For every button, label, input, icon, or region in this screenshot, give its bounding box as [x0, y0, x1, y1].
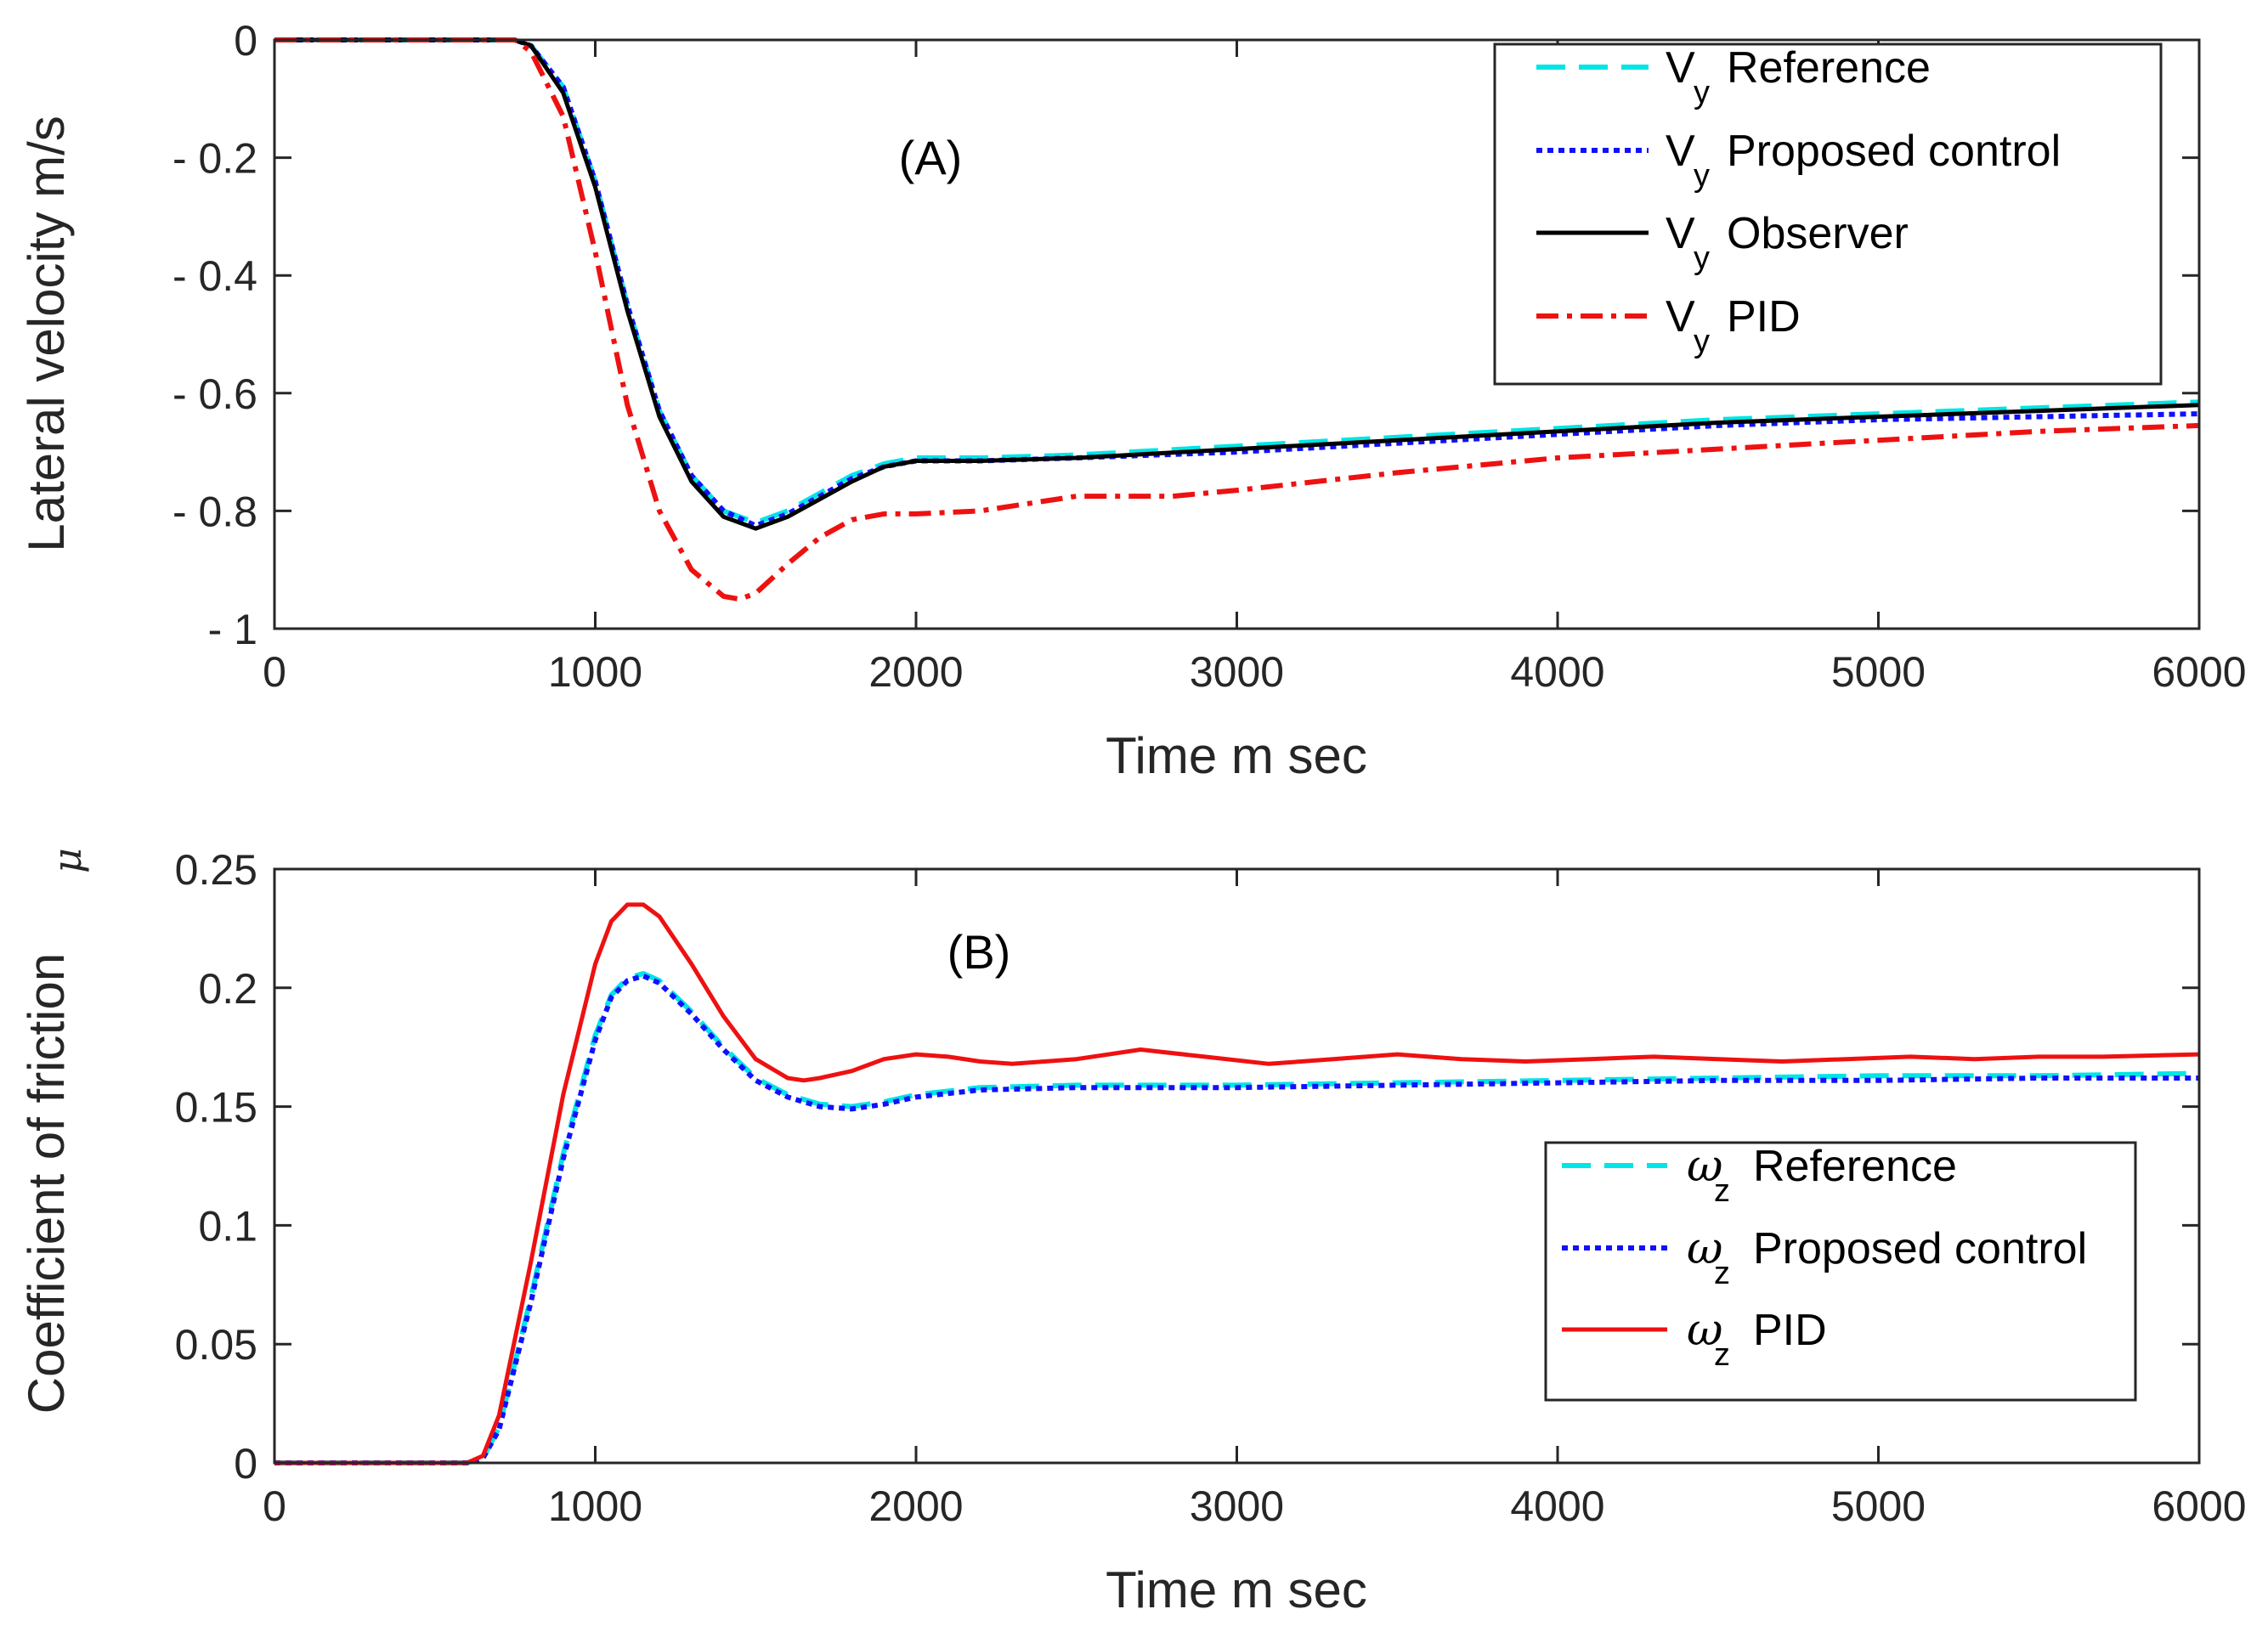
x-tick-label: 2000 — [868, 1482, 963, 1530]
y-tick-label: 0.05 — [175, 1321, 257, 1369]
y-tick-label: 0 — [234, 17, 257, 65]
panel-a-legend: Vy Reference Vy Proposed control Vy Observer V… — [1493, 42, 2163, 386]
y-tick-label: 0.1 — [198, 1202, 257, 1250]
legend-box — [1544, 1141, 2137, 1402]
legend-symbol: ω — [1687, 1141, 1722, 1192]
series-line-observer — [274, 37, 2200, 531]
legend-label: Reference — [1753, 1142, 1957, 1191]
legend-subscript: y — [1694, 75, 1710, 110]
legend-subscript: y — [1694, 158, 1710, 194]
chart-panel-b: 0 1000 2000 3000 4000 5000 6000 0 0.05 0.1 0.15 0.2… — [18, 846, 2247, 1618]
legend-label: PID — [1753, 1306, 1827, 1355]
legend-symbol: V — [1666, 127, 1695, 176]
panel-b-annotation: (B) — [947, 925, 1011, 979]
legend-symbol: ω — [1687, 1305, 1722, 1356]
x-tick-label: 6000 — [2152, 648, 2246, 696]
legend-label: Observer — [1727, 209, 1909, 258]
x-tick-label: 2000 — [868, 648, 963, 696]
series-line-proposed-control — [274, 37, 2200, 528]
y-tick-label: 0.15 — [175, 1084, 257, 1132]
x-tick-label: 3000 — [1190, 1482, 1284, 1530]
chart-panel-a: 0 1000 2000 3000 4000 5000 6000 0 - 0.2 - 0.4 - 0.… — [18, 17, 2247, 784]
y-tick-label: - 0.4 — [173, 252, 257, 300]
legend-box — [1493, 42, 2163, 386]
x-tick-label: 3000 — [1190, 648, 1284, 696]
panel-a-y-axis-label: Lateral velocity m/s — [18, 116, 75, 552]
panel-b-y-axis-label: Coefficient of friction — [18, 953, 75, 1414]
legend-symbol: V — [1666, 43, 1695, 93]
x-tick-label: 0 — [263, 648, 286, 696]
panel-a-x-axis-label: Time m sec — [1106, 727, 1367, 784]
panel-b-x-axis-label: Time m sec — [1106, 1561, 1367, 1618]
x-tick-label: 4000 — [1510, 1482, 1604, 1530]
legend-symbol: V — [1666, 209, 1695, 258]
legend-label: PID — [1727, 292, 1801, 342]
series-line-proposed-control — [274, 973, 2199, 1465]
x-tick-label: 1000 — [548, 1482, 642, 1530]
panel-a-tick-labels: 0 1000 2000 3000 4000 5000 6000 0 - 0.2 - 0.4 - 0.… — [173, 17, 2247, 696]
y-tick-label: - 0.2 — [173, 135, 257, 183]
legend-subscript: z — [1714, 1173, 1730, 1209]
x-tick-label: 5000 — [1831, 648, 1926, 696]
x-tick-label: 0 — [263, 1482, 286, 1530]
legend-symbol: V — [1666, 292, 1695, 342]
panel-a-axes-frame — [273, 38, 2201, 630]
x-tick-label: 4000 — [1510, 648, 1604, 696]
series-line-pid — [274, 902, 2200, 1465]
legend-subscript: y — [1694, 324, 1710, 359]
panel-b-tick-labels: 0 1000 2000 3000 4000 5000 6000 0 0.05 0.1 0.15 0.2… — [175, 846, 2247, 1530]
y-tick-label: 0.25 — [175, 846, 257, 894]
y-tick-label: - 1 — [208, 606, 257, 653]
x-tick-label: 5000 — [1831, 1482, 1926, 1530]
x-tick-label: 6000 — [2152, 1482, 2246, 1530]
panel-a-series — [274, 37, 2200, 602]
legend-label: Proposed control — [1753, 1224, 2087, 1273]
legend-symbol: ω — [1687, 1223, 1722, 1274]
x-tick-label: 1000 — [548, 648, 642, 696]
panel-b-axes-frame — [273, 867, 2201, 1465]
legend-label: Reference — [1727, 43, 1931, 93]
legend-subscript: z — [1714, 1337, 1730, 1373]
legend-subscript: y — [1694, 240, 1710, 276]
panel-b-y-axis-symbol: μ — [44, 848, 90, 873]
y-tick-label: 0.2 — [198, 965, 257, 1013]
panel-b-series — [274, 902, 2200, 1465]
y-tick-label: - 0.8 — [173, 488, 257, 535]
legend-label: Proposed control — [1727, 127, 2061, 176]
y-tick-label: - 0.6 — [173, 370, 257, 418]
y-tick-label: 0 — [234, 1440, 257, 1488]
panel-a-annotation: (A) — [899, 131, 963, 184]
legend-subscript: z — [1714, 1256, 1730, 1291]
